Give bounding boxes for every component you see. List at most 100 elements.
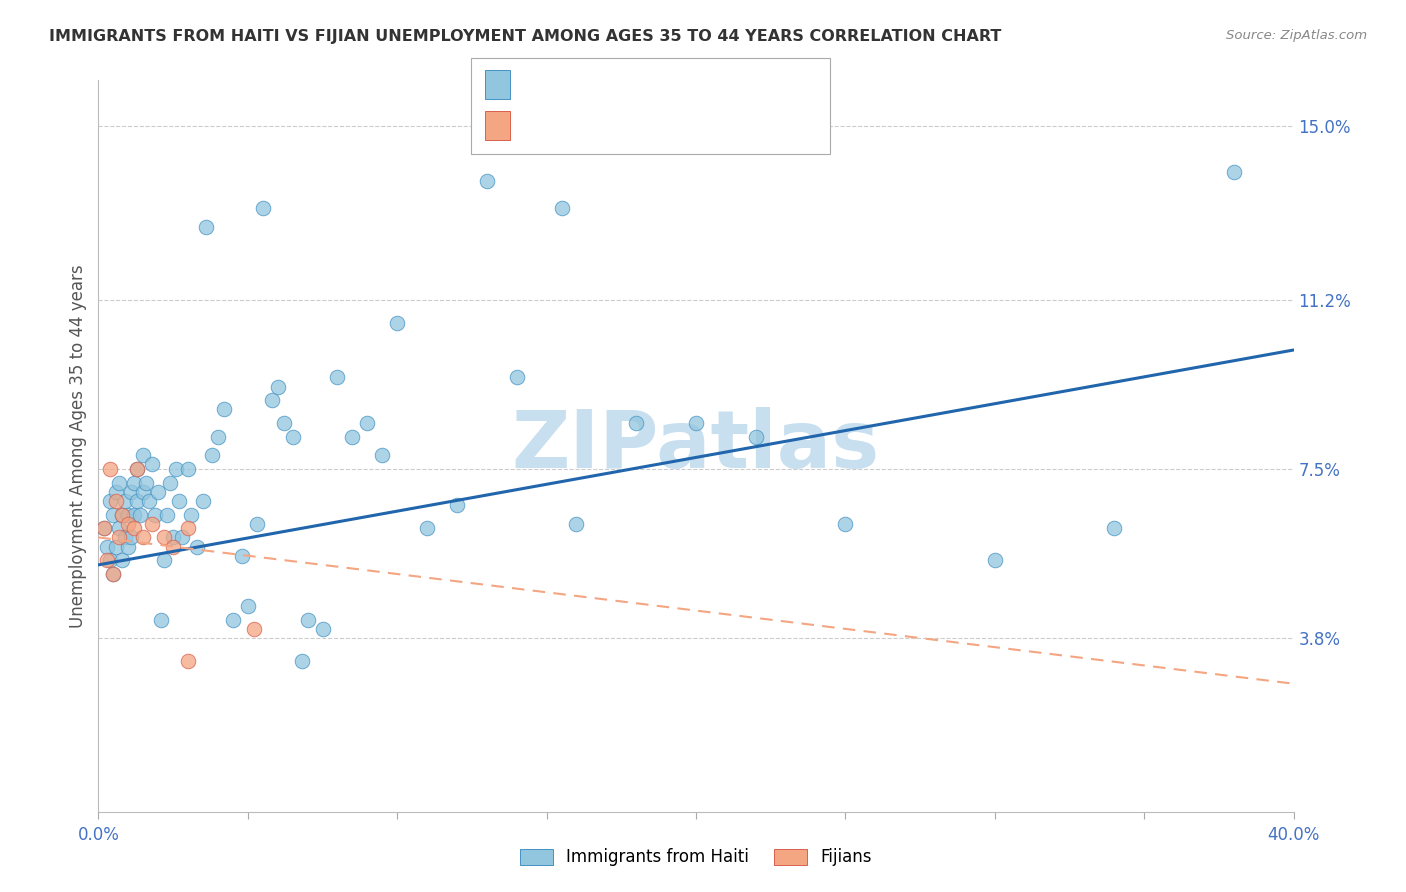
Point: [385, 316, 409, 330]
Point: [132, 530, 155, 544]
Point: [291, 654, 314, 668]
Point: [98, 462, 122, 476]
Point: [297, 613, 319, 627]
Point: [356, 416, 378, 430]
Point: [148, 484, 170, 499]
Point: [1223, 164, 1246, 178]
Point: [105, 484, 128, 499]
Point: [141, 458, 163, 472]
Text: IMMIGRANTS FROM HAITI VS FIJIAN UNEMPLOYMENT AMONG AGES 35 TO 44 YEARS CORRELATI: IMMIGRANTS FROM HAITI VS FIJIAN UNEMPLOY…: [49, 29, 1001, 44]
Point: [222, 613, 245, 627]
Point: [111, 508, 134, 522]
Point: [371, 448, 394, 462]
Point: [111, 553, 134, 567]
Point: [281, 430, 304, 444]
Point: [141, 516, 163, 531]
Point: [186, 540, 208, 554]
Point: [114, 530, 136, 544]
Point: [117, 540, 139, 554]
Point: [180, 508, 202, 522]
Point: [117, 508, 139, 522]
Point: [236, 599, 259, 613]
Point: [475, 174, 498, 188]
Point: [98, 553, 122, 567]
Point: [626, 416, 648, 430]
Text: Source: ZipAtlas.com: Source: ZipAtlas.com: [1226, 29, 1367, 42]
Point: [342, 430, 364, 444]
Point: [177, 462, 200, 476]
Point: [273, 416, 295, 430]
Point: [93, 521, 115, 535]
Point: [207, 430, 229, 444]
Point: [416, 521, 439, 535]
Point: [506, 370, 529, 384]
Point: [105, 540, 128, 554]
Point: [129, 508, 152, 522]
Point: [153, 553, 176, 567]
Point: [124, 521, 146, 535]
Point: [165, 462, 187, 476]
Point: [111, 508, 134, 522]
Point: [96, 540, 118, 554]
Point: [132, 448, 155, 462]
Point: [120, 484, 142, 499]
Point: [143, 508, 166, 522]
Point: [103, 567, 125, 582]
Point: [162, 540, 184, 554]
Point: [93, 521, 115, 535]
Text: N = 76: N = 76: [658, 76, 720, 94]
Point: [127, 462, 149, 476]
Point: [326, 370, 349, 384]
Point: [231, 549, 253, 563]
Point: [127, 494, 149, 508]
Point: [252, 202, 274, 216]
Point: [108, 521, 131, 535]
Text: R =  0.362: R = 0.362: [524, 76, 613, 94]
Point: [117, 516, 139, 531]
Point: [156, 508, 179, 522]
Point: [150, 613, 173, 627]
Point: [745, 430, 768, 444]
Point: [105, 494, 128, 508]
Point: [159, 475, 181, 490]
Point: [108, 475, 131, 490]
Point: [108, 530, 131, 544]
Point: [446, 499, 468, 513]
Point: [127, 462, 149, 476]
Point: [98, 494, 122, 508]
Point: [177, 654, 200, 668]
Point: [124, 475, 146, 490]
Point: [172, 530, 194, 544]
Text: ZIPatlas: ZIPatlas: [512, 407, 880, 485]
Point: [550, 202, 572, 216]
Point: [162, 530, 184, 544]
Point: [96, 553, 118, 567]
Point: [201, 448, 224, 462]
Point: [246, 516, 269, 531]
Point: [984, 553, 1007, 567]
Point: [103, 508, 125, 522]
Point: [195, 219, 218, 234]
Point: [114, 494, 136, 508]
Point: [167, 494, 190, 508]
Point: [260, 393, 283, 408]
Point: [135, 475, 157, 490]
Point: [153, 530, 176, 544]
Text: R = -0.173: R = -0.173: [524, 117, 614, 135]
Point: [120, 530, 142, 544]
Point: [132, 484, 155, 499]
Point: [103, 567, 125, 582]
Point: [685, 416, 707, 430]
Point: [311, 622, 333, 636]
Text: N = 17: N = 17: [658, 117, 720, 135]
Point: [565, 516, 588, 531]
Point: [124, 508, 146, 522]
Point: [1104, 521, 1126, 535]
Point: [834, 516, 856, 531]
Legend: Immigrants from Haiti, Fijians: Immigrants from Haiti, Fijians: [513, 841, 879, 873]
Point: [177, 521, 200, 535]
Point: [267, 379, 290, 393]
Point: [212, 402, 235, 417]
Point: [191, 494, 214, 508]
Point: [243, 622, 266, 636]
